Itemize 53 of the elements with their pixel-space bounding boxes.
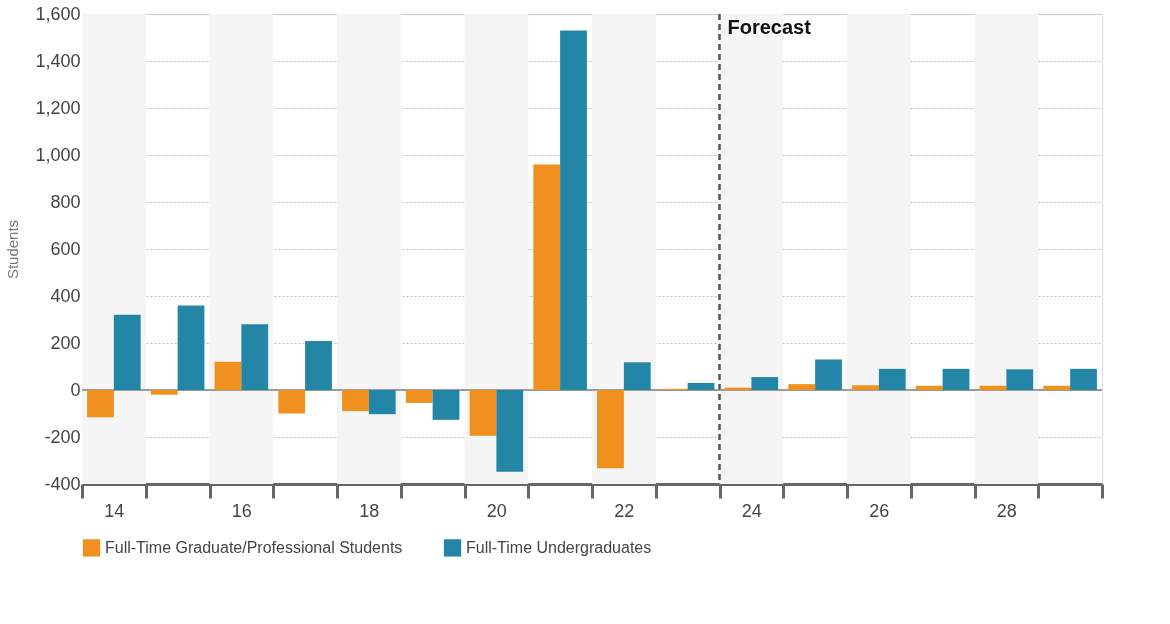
bar	[241, 324, 269, 390]
x-tick-label: 18	[359, 500, 380, 521]
bar	[432, 390, 460, 420]
y-tick-label: 1,000	[35, 144, 81, 165]
y-tick-label: 800	[50, 191, 81, 212]
bar	[150, 390, 178, 395]
legend-label: Full-Time Graduate/Professional Students	[105, 538, 403, 556]
bar	[878, 368, 906, 390]
y-tick-label: 1,200	[35, 97, 81, 118]
bar	[113, 314, 141, 390]
legend-label: Full-Time Undergraduates	[466, 538, 652, 556]
bar	[687, 382, 715, 390]
y-tick-label: -200	[44, 426, 81, 447]
bar	[214, 361, 242, 390]
bar	[342, 390, 369, 412]
bar	[1006, 369, 1034, 390]
bar	[623, 362, 651, 390]
y-tick-label: 400	[50, 285, 81, 306]
bar	[533, 164, 561, 390]
bar	[405, 390, 433, 403]
y-tick-label: 1,600	[35, 3, 81, 24]
bar	[469, 390, 497, 436]
y-tick-label: 1,400	[35, 50, 81, 71]
bar	[305, 341, 332, 390]
x-tick-label: 24	[741, 500, 762, 521]
x-tick-label: 14	[104, 500, 125, 521]
bar	[915, 385, 943, 390]
bar	[815, 359, 842, 390]
bar	[852, 385, 879, 390]
bar	[788, 384, 816, 390]
bar	[979, 385, 1007, 390]
bar	[1070, 368, 1097, 390]
bar	[278, 390, 306, 414]
bar	[1043, 385, 1071, 390]
x-tick-label: 16	[231, 500, 252, 521]
y-tick-label: -400	[44, 473, 81, 494]
x-tick-label: 22	[614, 500, 635, 521]
bar	[368, 390, 396, 415]
x-tick-label: 20	[486, 500, 507, 521]
y-tick-label: 600	[50, 238, 81, 259]
bar	[87, 390, 114, 418]
bar	[496, 390, 524, 472]
bar	[177, 305, 205, 390]
y-tick-label: 0	[70, 379, 81, 400]
x-tick-label: 26	[869, 500, 890, 521]
ref-line-label: Forecast	[727, 16, 812, 38]
bar	[597, 390, 624, 469]
bar	[751, 377, 779, 390]
y-tick-label: 200	[50, 332, 81, 353]
bar	[560, 30, 587, 390]
bar	[942, 368, 970, 390]
y-axis-title: Students	[4, 219, 22, 280]
x-tick-label: 28	[996, 500, 1017, 521]
